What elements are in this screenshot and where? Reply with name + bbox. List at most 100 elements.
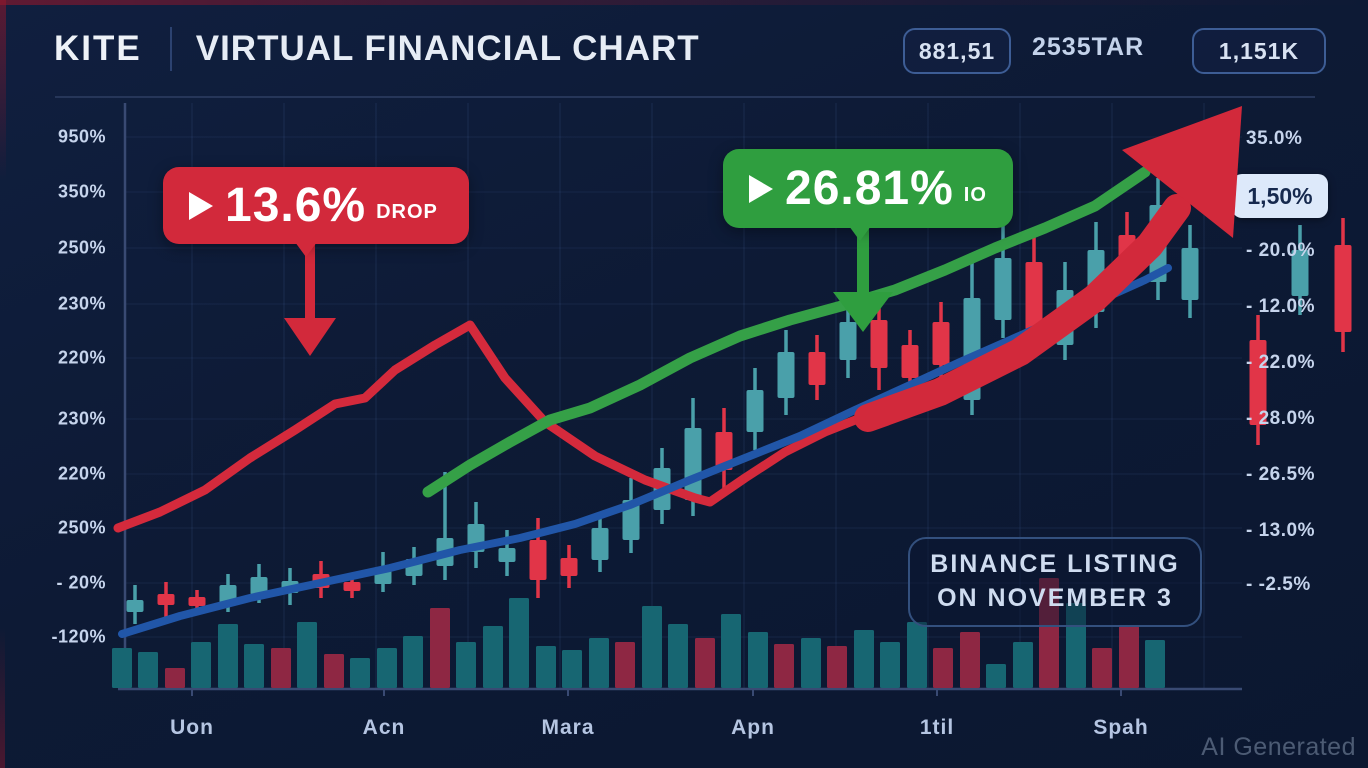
y-axis-label-right: - 13.0%: [1246, 520, 1315, 542]
candle-body: [406, 559, 423, 576]
candlestick-chart: [0, 0, 1368, 768]
candle-body: [561, 558, 578, 576]
volume-bar: [191, 642, 211, 688]
volume-bar: [403, 636, 423, 688]
candle-body: [468, 524, 485, 552]
volume-bar: [827, 646, 847, 688]
volume-bar: [801, 638, 821, 688]
x-axis-label: Mara: [541, 716, 594, 740]
callout-tail: [849, 226, 871, 241]
candle-body: [809, 352, 826, 385]
note-line-2: ON NOVEMBER 3: [937, 582, 1173, 616]
candle-body: [158, 594, 175, 605]
volume-bar: [536, 646, 556, 688]
y-axis-label-right: - 20.0%: [1246, 240, 1315, 262]
volume-bar: [456, 642, 476, 688]
surge-up-arrow-head: [1122, 106, 1242, 238]
volume-bar: [960, 632, 980, 688]
drop-value: 13.6%: [225, 182, 366, 230]
volume-bar: [350, 658, 370, 688]
candle-body: [840, 322, 857, 360]
y-axis-label-right: - -2.5%: [1246, 574, 1311, 596]
surge-arrow-head: [833, 292, 893, 332]
candle-body: [530, 540, 547, 580]
y-axis-label-left: 230%: [0, 294, 106, 315]
price-tag-badge[interactable]: 1,50%: [1232, 174, 1328, 218]
volume-bar: [112, 648, 132, 688]
brand-logo: KITE: [54, 29, 142, 69]
stat-badge-price[interactable]: 881,51: [903, 28, 1011, 74]
drop-suffix: DROP: [376, 201, 438, 224]
red-trend-line: [118, 325, 868, 528]
header-divider: [170, 27, 172, 71]
header: KITE VIRTUAL FINANCIAL CHART: [54, 24, 700, 74]
y-axis-label-right: - 22.0%: [1246, 352, 1315, 374]
volume-bar: [138, 652, 158, 688]
y-axis-label-left: - 20%: [0, 573, 106, 594]
candle-body: [189, 597, 206, 606]
volume-bar: [589, 638, 609, 688]
volume-bar: [271, 648, 291, 688]
play-icon: [189, 192, 213, 220]
candle-body: [499, 548, 516, 562]
y-axis-label-right: 35.0%: [1246, 128, 1302, 150]
candle-body: [995, 258, 1012, 320]
candle-body: [1182, 248, 1199, 300]
volume-bar: [297, 622, 317, 688]
surge-callout-badge: 26.81% IO: [723, 149, 1013, 228]
candle-body: [964, 298, 981, 400]
candle-body: [1088, 250, 1105, 312]
candle-body: [623, 500, 640, 540]
surge-value: 26.81%: [785, 165, 954, 213]
volume-bar: [774, 644, 794, 688]
candle-body: [778, 352, 795, 398]
volume-bar: [854, 630, 874, 688]
candle-body: [344, 582, 361, 591]
header-underline: [55, 96, 1315, 98]
page-title: VIRTUAL FINANCIAL CHART: [196, 29, 700, 69]
x-axis-label: Apn: [731, 716, 775, 740]
candle-body: [933, 322, 950, 365]
volume-bar: [1119, 626, 1139, 688]
y-axis-label-right: - 12.0%: [1246, 296, 1315, 318]
volume-bar: [668, 624, 688, 688]
candle-body: [220, 585, 237, 605]
y-axis-label-left: 220%: [0, 464, 106, 485]
y-axis-label-right: - 28.0%: [1246, 408, 1315, 430]
y-axis-label-left: 250%: [0, 238, 106, 259]
big-up-arrow-layer: [0, 0, 1368, 768]
candle-body: [375, 567, 392, 584]
candle-body: [127, 600, 144, 612]
candle-body: [685, 428, 702, 500]
volume-bar: [933, 648, 953, 688]
volume-bar: [1145, 640, 1165, 688]
edge-artifact-left-bottom: [0, 628, 5, 768]
stat-badge-volume[interactable]: 1,151K: [1192, 28, 1326, 74]
candle-body: [1335, 245, 1352, 332]
binance-listing-note: BINANCE LISTING ON NOVEMBER 3: [908, 537, 1202, 627]
volume-bar: [748, 632, 768, 688]
volume-bar: [1013, 642, 1033, 688]
volume-bar: [907, 622, 927, 688]
volume-bar: [430, 608, 450, 688]
volume-bar: [615, 642, 635, 688]
edge-artifact-left: [0, 0, 6, 180]
ai-generated-watermark: AI Generated: [1201, 733, 1356, 762]
y-axis-label-left: 350%: [0, 182, 106, 203]
financial-chart-panel: KITE VIRTUAL FINANCIAL CHART 881,51 2535…: [0, 0, 1368, 768]
candle-body: [437, 538, 454, 566]
volume-bar: [324, 654, 344, 688]
volume-bar: [483, 626, 503, 688]
y-axis-label-right: - 26.5%: [1246, 464, 1315, 486]
x-axis-label: 1til: [920, 716, 954, 740]
volume-bar: [1092, 648, 1112, 688]
volume-bar: [377, 648, 397, 688]
stat-ticker: 2535TAR: [1032, 33, 1144, 62]
volume-bar: [509, 598, 529, 688]
volume-bar: [244, 644, 264, 688]
candle-body: [251, 577, 268, 595]
note-line-1: BINANCE LISTING: [930, 548, 1179, 582]
candle-body: [1057, 290, 1074, 345]
candle-body: [592, 528, 609, 560]
drop-arrow-head: [284, 318, 336, 356]
